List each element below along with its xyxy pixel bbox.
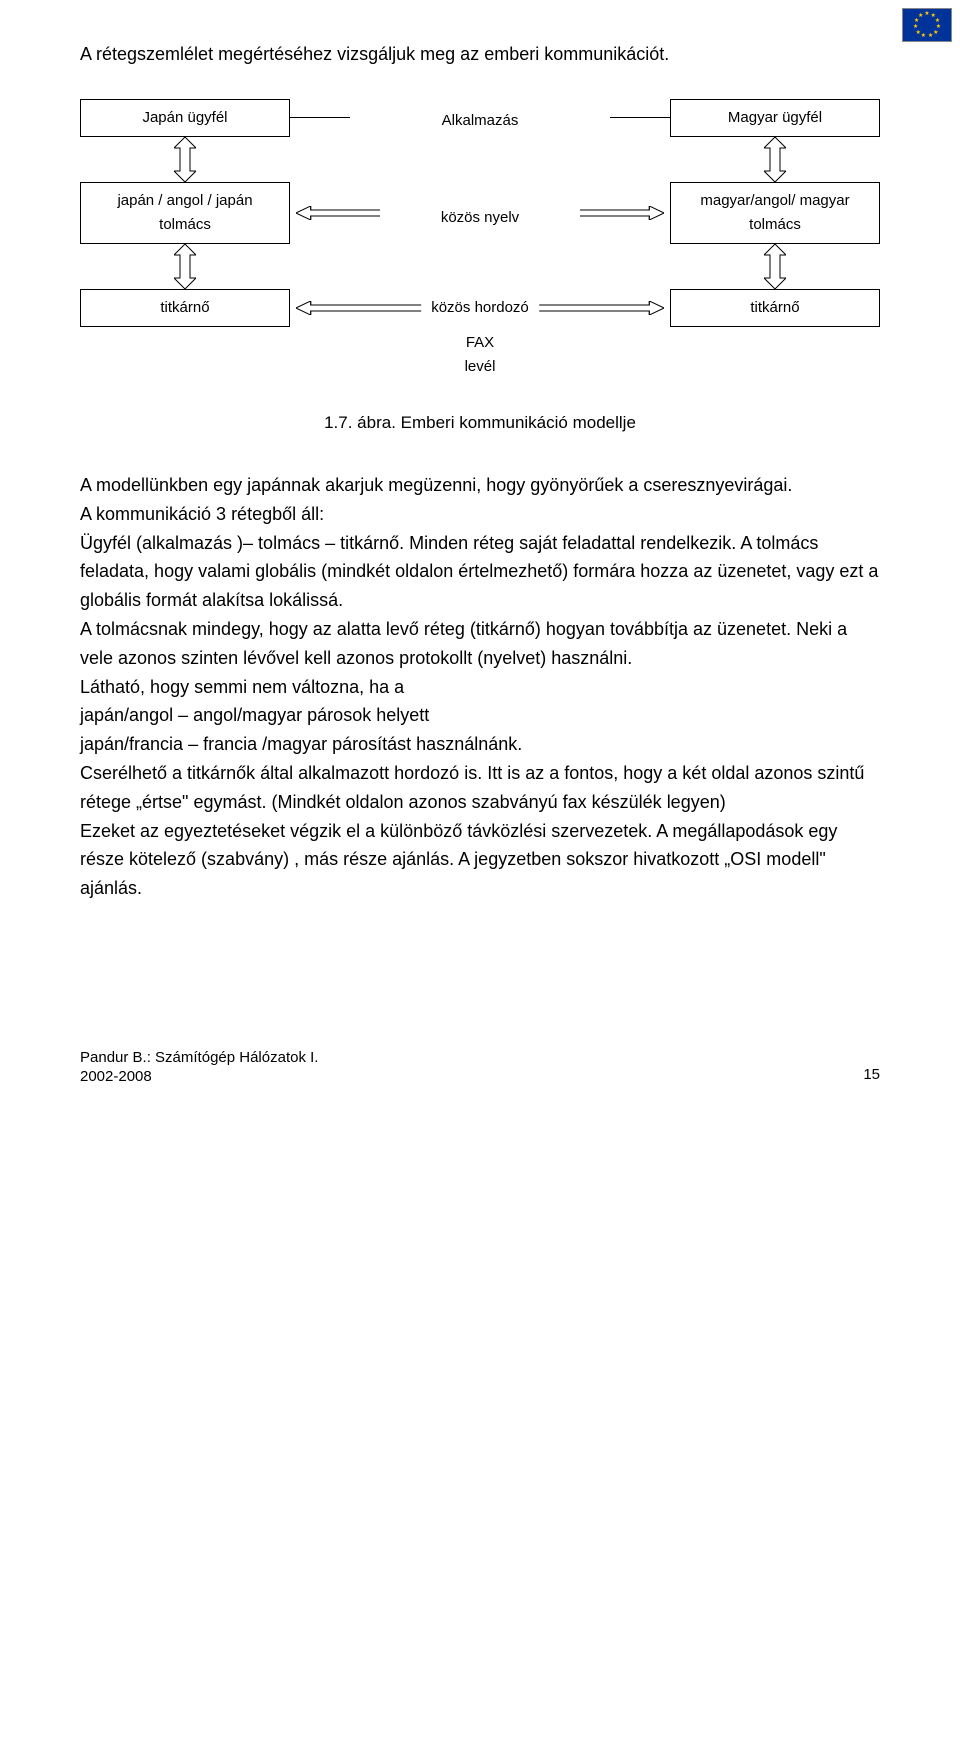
h-double-arrow-icon [296, 206, 664, 220]
eu-flag-icon: ★ ★ ★ ★ ★ ★ ★ ★ ★ ★ ★ ★ [902, 8, 952, 42]
label-letter: levél [465, 355, 496, 379]
communication-diagram: Japán ügyfél Alkalmazás Magyar ügyfél ja… [80, 99, 880, 379]
page-number: 15 [863, 1063, 880, 1087]
node-japan-translator: japán / angol / japán tolmács [80, 182, 290, 244]
double-arrow-icon [764, 137, 786, 182]
node-japan-client: Japán ügyfél [80, 99, 290, 137]
double-arrow-icon [174, 137, 196, 182]
double-arrow-icon [174, 244, 196, 289]
double-arrow-icon [764, 244, 786, 289]
intro-text: A rétegszemlélet megértéséhez vizsgáljuk… [80, 40, 880, 69]
para: A tolmácsnak mindegy, hogy az alatta lev… [80, 615, 880, 673]
label-common-carrier: közös hordozó [421, 296, 539, 320]
para: Látható, hogy semmi nem változna, ha a [80, 673, 880, 702]
para: japán/angol – angol/magyar párosok helye… [80, 701, 880, 730]
page-footer: Pandur B.: Számítógép Hálózatok I. 2002-… [80, 1023, 880, 1087]
para: A modellünkben egy japánnak akarjuk megü… [80, 471, 880, 500]
body-text: A modellünkben egy japánnak akarjuk megü… [80, 471, 880, 903]
node-secretary-left: titkárnő [80, 289, 290, 327]
node-magyar-client: Magyar ügyfél [670, 99, 880, 137]
node-secretary-right: titkárnő [670, 289, 880, 327]
node-magyar-translator: magyar/angol/ magyar tolmács [670, 182, 880, 244]
figure-caption: 1.7. ábra. Emberi kommunikáció modellje [80, 409, 880, 436]
label-fax: FAX [466, 331, 494, 355]
para: Ezeket az egyeztetéseket végzik el a kül… [80, 817, 880, 903]
para: Ügyfél (alkalmazás )– tolmács – titkárnő… [80, 529, 880, 615]
footer-years: 2002-2008 [80, 1067, 318, 1087]
footer-author: Pandur B.: Számítógép Hálózatok I. [80, 1048, 318, 1068]
label-application: Alkalmazás [350, 103, 610, 133]
para: Cserélhető a titkárnők által alkalmazott… [80, 759, 880, 817]
para: japán/francia – francia /magyar párosítá… [80, 730, 880, 759]
para: A kommunikáció 3 rétegből áll: [80, 500, 880, 529]
